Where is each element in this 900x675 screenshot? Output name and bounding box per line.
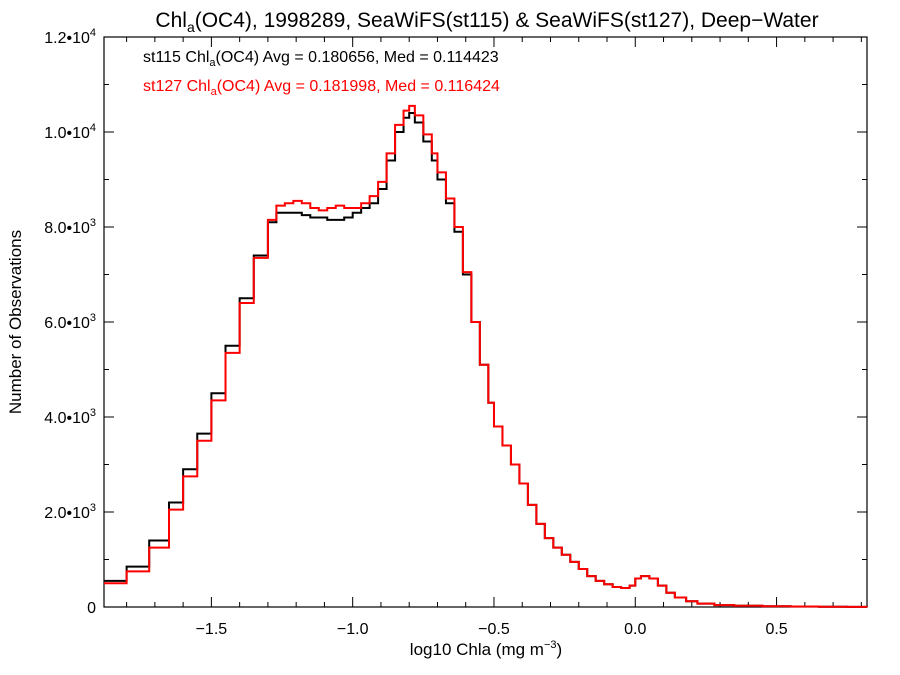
legend-entry-st127-suffix: (OC4) Avg = 0.181998, Med = 0.116424 bbox=[217, 78, 500, 95]
y-tick-label-mantissa: 6.0•10 bbox=[44, 315, 90, 332]
legend-entry-st115: st115 Chla(OC4) Avg = 0.180656, Med = 0.… bbox=[143, 49, 499, 69]
legend-entry-st115-prefix: st115 Chl bbox=[143, 49, 209, 66]
y-tick-label: 0 bbox=[87, 600, 96, 617]
y-axis-label: Number of Observations bbox=[6, 230, 25, 414]
y-axis: 02.0•1034.0•1036.0•1038.0•1031.0•1041.2•… bbox=[44, 27, 867, 617]
chart-title-prefix: Chl bbox=[155, 9, 187, 32]
x-axis-label-main: log10 Chla (mg m bbox=[410, 640, 544, 659]
y-tick-label-mantissa: 4.0•10 bbox=[44, 410, 90, 427]
y-tick-label: 1.2•104 bbox=[44, 27, 96, 47]
series-st115-line bbox=[104, 112, 868, 608]
x-axis: −1.5 −1.0 −0.5 0.0 0.5 bbox=[126, 37, 862, 638]
y-tick-label: 6.0•103 bbox=[44, 312, 96, 332]
x-axis-label: log10 Chla (mg m−3) bbox=[410, 639, 562, 659]
y-tick-label: 4.0•103 bbox=[44, 407, 96, 427]
legend-entry-st127-prefix: st127 Chl bbox=[143, 78, 211, 95]
y-tick-label: 2.0•103 bbox=[44, 502, 96, 522]
x-tick-label: −1.0 bbox=[337, 621, 369, 638]
y-tick-label-exponent: 3 bbox=[90, 312, 96, 324]
y-tick-label-mantissa: 2.0•10 bbox=[44, 505, 90, 522]
y-tick-label-exponent: 3 bbox=[90, 407, 96, 419]
y-tick-label-mantissa: 0 bbox=[87, 600, 96, 617]
legend-entry-st127-subscript: a bbox=[211, 86, 218, 98]
legend: st115 Chla(OC4) Avg = 0.180656, Med = 0.… bbox=[143, 49, 500, 98]
x-axis-label-superscript: −3 bbox=[544, 639, 557, 651]
x-tick-label: 0.5 bbox=[765, 621, 787, 638]
y-tick-label-mantissa: 1.0•10 bbox=[44, 125, 90, 142]
y-tick-label-exponent: 4 bbox=[90, 122, 96, 134]
legend-entry-st115-suffix: (OC4) Avg = 0.180656, Med = 0.114423 bbox=[216, 49, 499, 66]
x-tick-label: −1.5 bbox=[196, 621, 228, 638]
y-tick-label-exponent: 3 bbox=[90, 217, 96, 229]
x-axis-label-close: ) bbox=[557, 640, 563, 659]
x-tick-label: 0.0 bbox=[624, 621, 646, 638]
x-tick-label: −0.5 bbox=[478, 621, 510, 638]
legend-entry-st127: st127 Chla(OC4) Avg = 0.181998, Med = 0.… bbox=[143, 78, 500, 98]
y-tick-label-exponent: 3 bbox=[90, 502, 96, 514]
legend-entry-st115-subscript: a bbox=[209, 57, 216, 69]
chart-title-subscript: a bbox=[187, 19, 195, 35]
y-tick-label-exponent: 4 bbox=[90, 27, 96, 39]
y-tick-label: 1.0•104 bbox=[44, 122, 96, 142]
y-tick-label-mantissa: 1.2•10 bbox=[44, 30, 90, 47]
chart-title: Chla(OC4), 1998289, SeaWiFS(st115) & Sea… bbox=[155, 9, 818, 35]
y-tick-label-mantissa: 8.0•10 bbox=[44, 220, 90, 237]
series-st127-line bbox=[104, 104, 868, 608]
series-group bbox=[104, 104, 868, 608]
y-tick-label: 8.0•103 bbox=[44, 217, 96, 237]
plot-frame bbox=[103, 36, 868, 608]
chart-title-suffix: (OC4), 1998289, SeaWiFS(st115) & SeaWiFS… bbox=[195, 9, 819, 32]
